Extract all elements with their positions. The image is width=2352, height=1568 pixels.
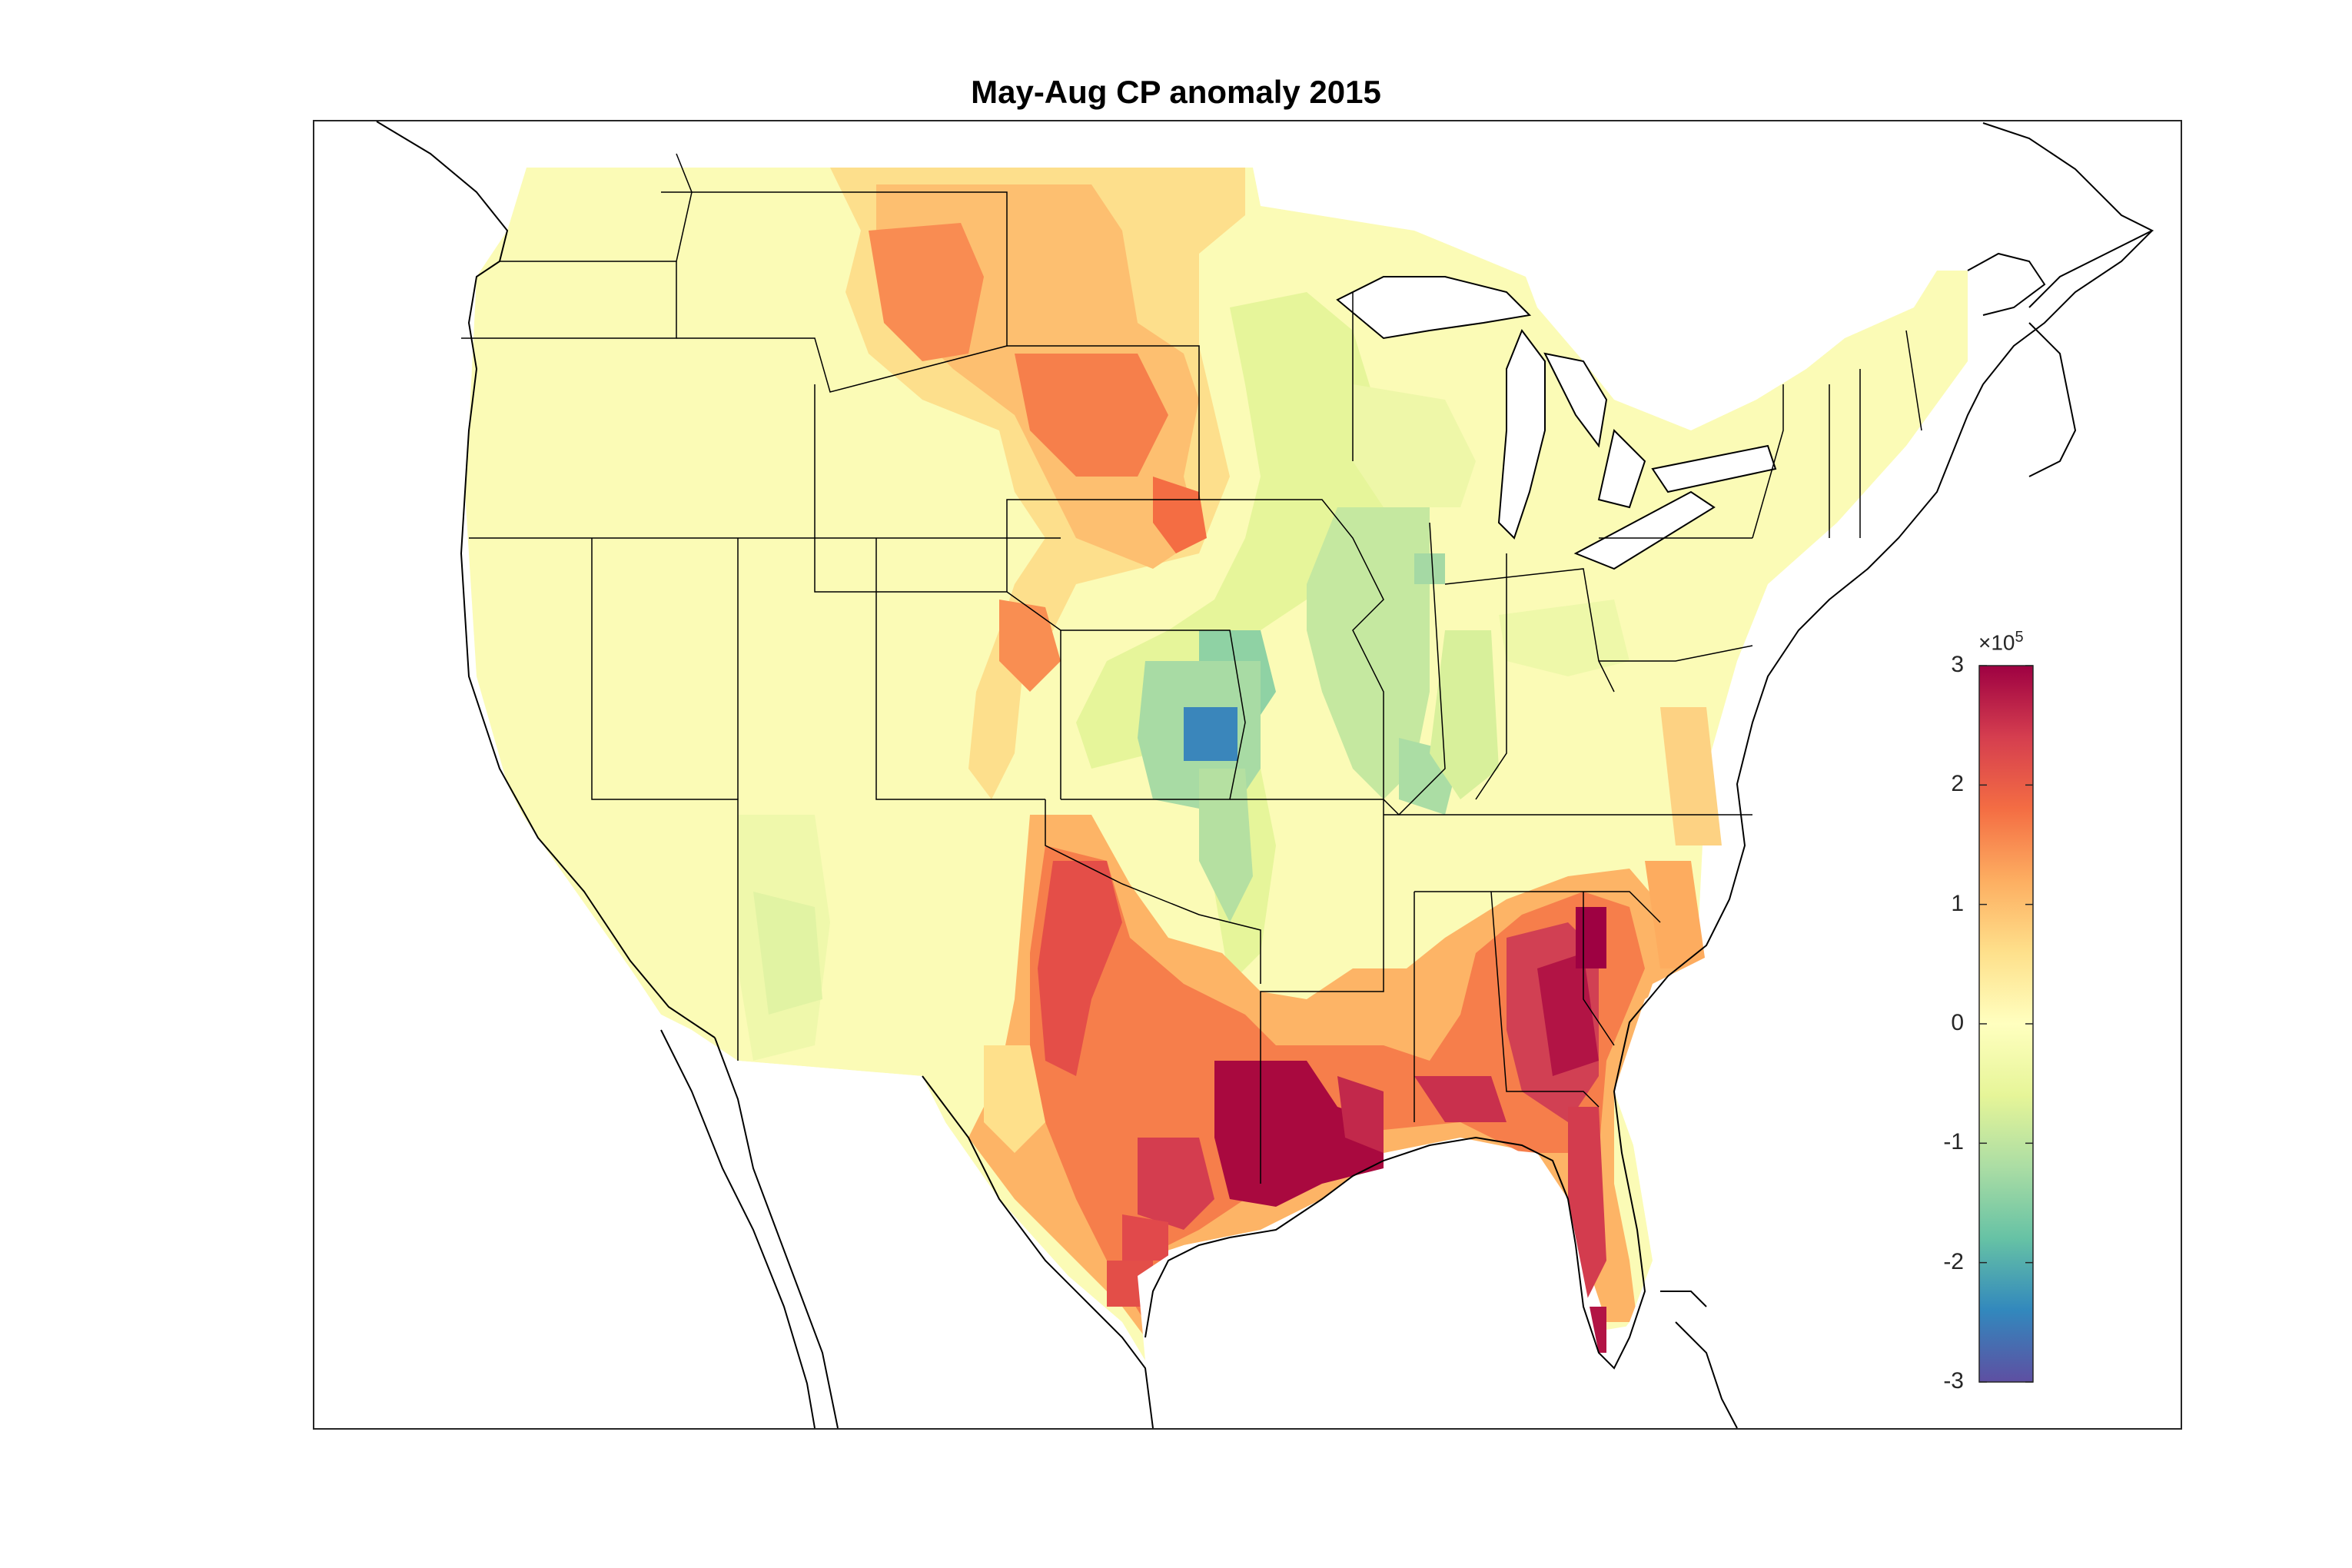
colorbar xyxy=(1978,665,2034,1383)
colorbar-tick-label: 1 xyxy=(1951,890,1964,916)
colorbar-tick-label: -3 xyxy=(1943,1368,1964,1394)
great-lakes xyxy=(1336,276,1777,570)
colorbar-tick-label: -2 xyxy=(1943,1248,1964,1274)
anomaly-field xyxy=(461,168,1968,1360)
colorbar-exponent: ×105 xyxy=(1978,629,2024,655)
colorbar-tick-label: -1 xyxy=(1943,1129,1964,1155)
ocean-mask xyxy=(314,121,2180,1428)
colorbar-gradient xyxy=(1978,665,2034,1383)
colorbar-multiplier: ×10 xyxy=(1978,630,2015,655)
colorbar-tick-label: 0 xyxy=(1951,1010,1964,1035)
coastline xyxy=(376,121,2154,1429)
colorbar-exponent-value: 5 xyxy=(2015,629,2024,646)
colorbar-tick-label: 3 xyxy=(1951,652,1964,677)
map-title: May-Aug CP anomaly 2015 xyxy=(971,74,1381,110)
state-borders xyxy=(461,153,1922,1184)
colorbar-ticks xyxy=(1979,665,2033,1383)
colorbar-tick-label: 2 xyxy=(1951,771,1964,797)
